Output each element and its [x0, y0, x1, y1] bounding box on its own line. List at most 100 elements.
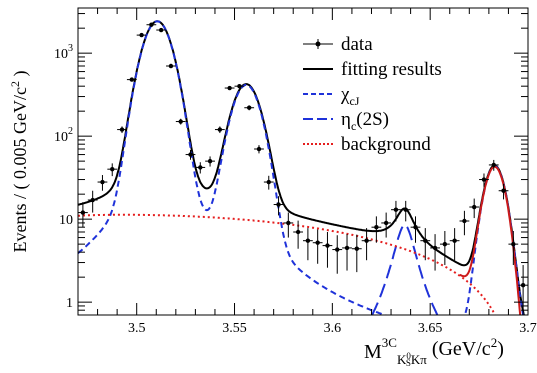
data-marker: [325, 243, 330, 248]
x-tick-label: 3.6: [324, 321, 342, 336]
data-marker: [501, 188, 506, 193]
legend-entry-etac: ηc(2S): [303, 109, 389, 133]
data-marker: [335, 247, 340, 252]
data-point: [488, 159, 499, 171]
y-tick-label: 1: [66, 296, 73, 311]
data-point: [263, 175, 274, 190]
x-tick-label: 3.65: [418, 321, 443, 336]
data-marker: [129, 77, 135, 82]
data-marker: [266, 179, 271, 185]
data-marker: [100, 179, 105, 185]
data-point: [420, 228, 431, 261]
data-marker: [481, 177, 487, 182]
data-point: [97, 175, 108, 191]
curves-group: [78, 20, 525, 315]
data-point: [166, 63, 176, 69]
data-marker: [276, 202, 281, 207]
data-marker: [520, 283, 526, 288]
data-point: [205, 156, 215, 167]
x-tick-label: 3.5: [128, 321, 146, 336]
data-marker: [393, 207, 399, 212]
data-marker: [295, 229, 301, 235]
data-marker: [442, 241, 448, 247]
x-axis-title: M3CK0 SKπ (GeV/c2): [364, 335, 504, 368]
data-marker: [413, 224, 418, 230]
legend-label: background: [341, 134, 431, 155]
data-marker: [403, 207, 408, 212]
plot-frame: [77, 7, 529, 316]
data-point: [273, 196, 284, 216]
data-marker: [168, 63, 174, 69]
data-marker: [246, 105, 252, 110]
data-marker: [207, 158, 213, 164]
data-marker: [90, 197, 95, 203]
data-marker: [511, 241, 516, 247]
data-marker: [305, 238, 311, 243]
data-point: [332, 235, 343, 274]
legend-entry-chicj: χcJ: [303, 84, 360, 108]
data-point: [303, 228, 313, 261]
data-marker: [354, 246, 360, 251]
data-marker: [119, 127, 125, 132]
data-point: [508, 230, 519, 266]
data-marker: [188, 152, 193, 157]
curve-fit: [78, 20, 525, 315]
legend-label: χcJ: [340, 84, 360, 108]
data-point: [293, 220, 303, 249]
data-point: [351, 234, 362, 273]
data-marker: [158, 27, 164, 33]
data-point: [449, 228, 460, 261]
data-marker: [364, 238, 369, 243]
data-point: [381, 212, 392, 238]
y-tick-label: 10: [59, 213, 73, 228]
y-tick-label: 102: [54, 126, 73, 145]
data-point: [283, 212, 294, 238]
data-point: [146, 22, 157, 27]
data-point: [400, 200, 411, 222]
x-tick-label: 3.7: [519, 321, 537, 336]
data-point: [459, 210, 470, 236]
curve-chicj: [78, 20, 525, 315]
axes-group: 3.5 3.55 3.6 3.65 3.7 1 10 102 103: [54, 7, 537, 336]
data-point: [430, 234, 440, 271]
data-marker: [315, 240, 320, 245]
data-marker: [198, 165, 203, 170]
data-point: [224, 85, 235, 91]
data-point: [469, 198, 480, 219]
legend-entry-fit: fitting results: [303, 59, 442, 80]
data-point: [391, 200, 401, 222]
legend-label: data: [341, 34, 373, 55]
data-point: [117, 126, 127, 134]
legend-label: fitting results: [341, 59, 442, 80]
legend-entry-bkg: background: [303, 134, 431, 155]
data-point: [107, 163, 118, 177]
legend-label: ηc(2S): [341, 109, 389, 133]
data-point: [361, 228, 372, 261]
data-marker: [344, 245, 350, 251]
data-marker: [149, 22, 154, 27]
curve-bkg: [78, 213, 497, 315]
data-point: [126, 77, 137, 82]
data-marker: [237, 83, 242, 89]
data-point: [371, 216, 382, 243]
data-point: [87, 190, 98, 213]
y-axis-title: Events / ( 0.005 GeV/c2 ): [8, 71, 31, 253]
data-marker: [178, 119, 183, 124]
data-point: [195, 162, 206, 174]
data-marker: [471, 204, 477, 210]
data-marker: [110, 166, 115, 172]
data-point: [479, 173, 489, 187]
data-point: [312, 229, 323, 264]
data-marker: [423, 238, 428, 243]
data-marker: [452, 238, 457, 243]
data-point: [439, 230, 450, 266]
data-marker: [227, 85, 232, 91]
data-marker: [139, 32, 144, 38]
data-marker: [217, 127, 223, 132]
data-point: [342, 234, 352, 271]
data-point: [234, 83, 245, 89]
data-point: [254, 145, 264, 154]
data-marker: [374, 224, 379, 230]
